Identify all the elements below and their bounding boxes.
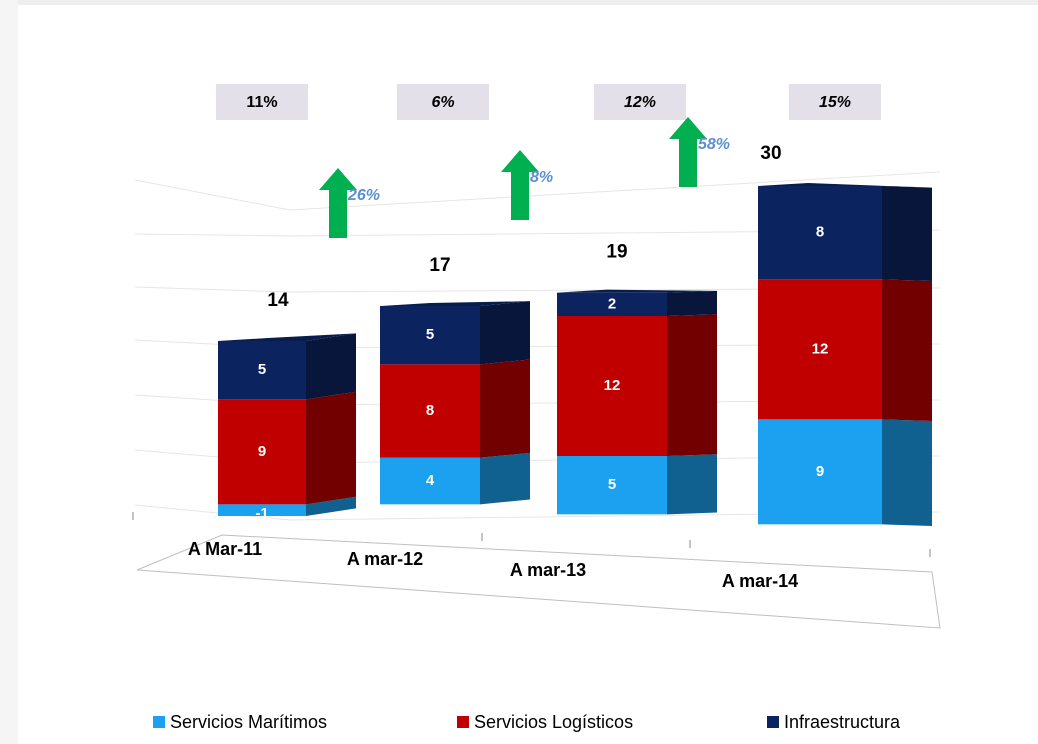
margin-box: [397, 84, 489, 120]
margin-box: [216, 84, 308, 120]
x-tick-label: A mar-13: [510, 560, 586, 580]
margin-label: 11%: [246, 94, 277, 111]
bar-segment: [758, 186, 882, 280]
bar-side: [667, 290, 717, 316]
bar-segment: [218, 341, 306, 400]
growth-arrow: [319, 168, 357, 238]
segment-label: 2: [608, 295, 616, 312]
bar-top: [380, 301, 530, 306]
margin-label: 15%: [819, 94, 851, 111]
legend-label: Infraestructura: [784, 712, 901, 732]
margin-label: 12%: [624, 94, 656, 111]
floor: [136, 534, 941, 629]
segment-label: 5: [258, 361, 266, 378]
grid-decor: [134, 171, 941, 211]
bar-segment: [758, 419, 882, 525]
segment-label: 12: [604, 377, 621, 394]
bar-segment: [380, 306, 480, 365]
legend-swatch: [457, 716, 469, 728]
grid-decor: [134, 229, 941, 237]
bar-segment: [380, 364, 480, 458]
growth-label: 8%: [530, 169, 553, 186]
legend-swatch: [767, 716, 779, 728]
bar-top: [218, 333, 356, 341]
total-label: 17: [429, 255, 450, 276]
bar-side: [882, 419, 932, 526]
segment-label: -1: [255, 505, 268, 522]
bar-side: [667, 454, 717, 515]
total-label: 30: [760, 143, 781, 164]
margin-box: [789, 84, 881, 120]
bar-side: [882, 279, 932, 421]
segment-label: 5: [426, 326, 434, 343]
segment-label: 8: [426, 402, 434, 419]
legend-label: Servicios Logísticos: [474, 712, 633, 732]
margin-label: 6%: [431, 94, 454, 111]
x-tick-label: A mar-12: [347, 549, 423, 569]
segment-label: 9: [258, 443, 266, 460]
left-strip: [0, 0, 18, 744]
bar-side: [306, 496, 356, 516]
bar-segment: [218, 504, 306, 516]
segment-label: 9: [816, 463, 824, 480]
bar-side: [480, 359, 530, 458]
segment-label: 5: [608, 476, 616, 493]
bar-side: [480, 301, 530, 365]
total-label: 19: [606, 242, 627, 263]
growth-label: 58%: [698, 136, 730, 153]
segment-label: 4: [426, 472, 435, 489]
growth-arrow: [501, 150, 539, 220]
segment-label: 8: [816, 224, 824, 241]
segment-label: 12: [812, 340, 829, 357]
total-label: 14: [267, 290, 289, 311]
bar-top: [557, 289, 717, 293]
growth-label: 26%: [347, 187, 380, 204]
margin-box: [594, 84, 686, 120]
legend-swatch: [153, 716, 165, 728]
bar-segment: [758, 279, 882, 420]
bar-side: [667, 314, 717, 456]
floor-ticks: [132, 512, 931, 557]
bar-side: [480, 452, 530, 505]
legend-label: Servicios Marítimos: [170, 712, 327, 732]
bar-top: [758, 183, 932, 188]
bar-segment: [557, 316, 667, 456]
bar-segment: [557, 456, 667, 515]
bar-segment: [380, 457, 480, 505]
grid-decor: [134, 504, 941, 521]
bar-side: [306, 333, 356, 400]
bar-side: [306, 391, 356, 505]
bar-segment: [557, 292, 667, 316]
grid-decor: [134, 286, 941, 293]
growth-arrow: [669, 117, 707, 187]
bar-segment: [218, 399, 306, 505]
x-tick-label: A Mar-11: [188, 539, 262, 559]
top-strip: [0, 0, 1038, 5]
bar-side: [882, 186, 932, 281]
x-tick-label: A mar-14: [722, 571, 798, 591]
